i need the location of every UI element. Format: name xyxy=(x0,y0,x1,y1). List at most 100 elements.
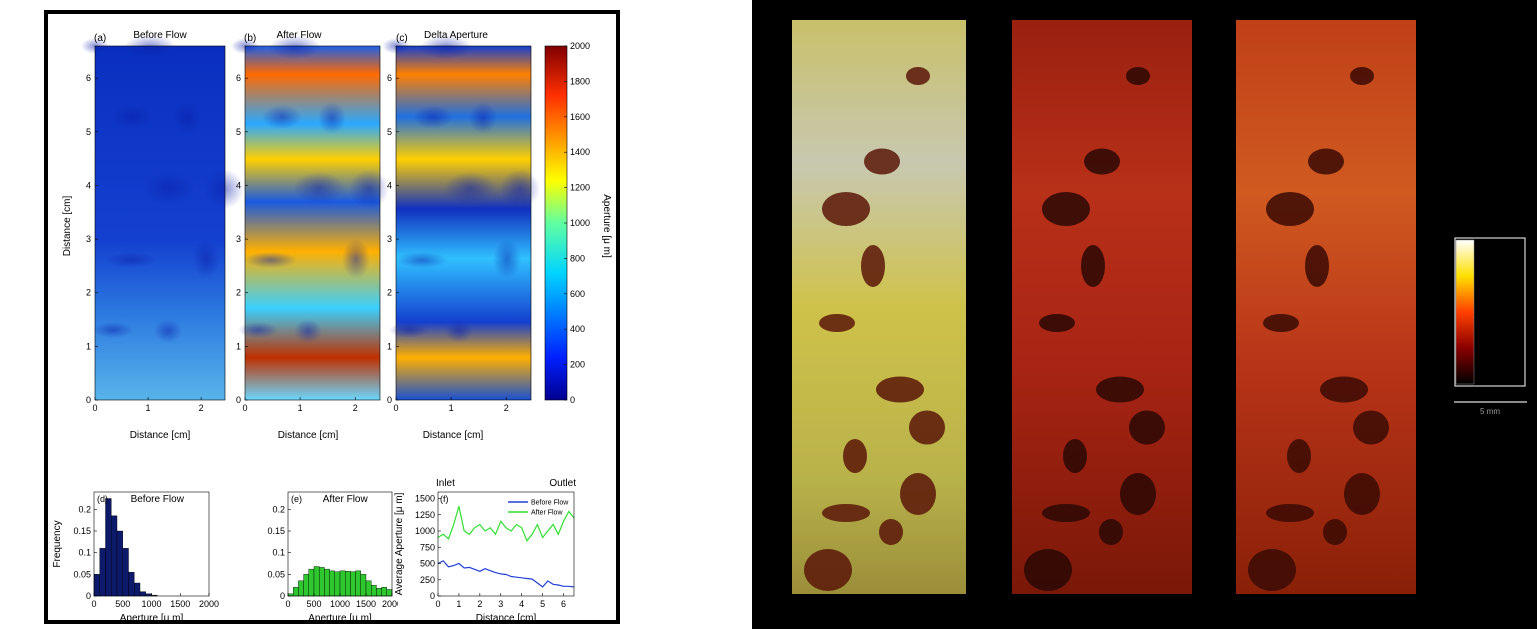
hist-e-bar xyxy=(350,571,356,597)
map-colorbar-tick-label: 800 xyxy=(570,253,585,263)
map-c-ytick-label: 5 xyxy=(387,127,392,137)
hist-e-bar xyxy=(370,584,377,597)
hist-e-bar xyxy=(339,570,346,597)
line-f-inlet-label: Inlet xyxy=(436,478,455,489)
slab-2-dark-patch xyxy=(1063,439,1087,473)
slab-2 xyxy=(1012,20,1192,594)
slab-1-dark-patch xyxy=(900,473,936,515)
hist-e-bar xyxy=(298,580,304,597)
line-f-xtick-label: 3 xyxy=(498,599,503,609)
map-c-xtick-label: 1 xyxy=(449,403,454,413)
slab-3-dark-patch xyxy=(1287,439,1311,473)
map-c-texture xyxy=(500,169,540,209)
map-a-texture xyxy=(204,169,244,209)
hist-e-xtick-label: 1000 xyxy=(330,599,350,609)
hist-d-bar xyxy=(145,593,152,597)
hist-e-bar xyxy=(329,570,335,597)
map-y-axis-label: Distance [cm] xyxy=(62,195,73,256)
map-c-tag: (c) xyxy=(396,33,408,44)
hist-e-ytick-label: 0.05 xyxy=(267,569,285,579)
map-c-image xyxy=(396,46,531,400)
hist-e-bar xyxy=(318,567,325,597)
slab-1 xyxy=(792,20,966,594)
aperture-3d-renderings: 981um 736 um 490 um 245 um 0 um 5 mm xyxy=(752,0,1537,629)
line-f-ytick-label: 250 xyxy=(420,575,435,585)
map-c-xtick-label: 2 xyxy=(504,403,509,413)
map-b-texture xyxy=(269,35,321,59)
slab-1-dark-patch xyxy=(861,245,885,287)
map-c-texture xyxy=(413,105,453,129)
map-a-title: Before Flow xyxy=(133,30,187,41)
line-f-ytick-label: 500 xyxy=(420,559,435,569)
hist-e-bar xyxy=(292,587,299,597)
line-f-xtick-label: 0 xyxy=(435,599,440,609)
map-a-tag: (a) xyxy=(94,33,106,44)
line-f-xtick-label: 6 xyxy=(561,599,566,609)
hist-d-bar xyxy=(122,548,129,597)
histogram-after-flow: 0 0.05 0.1 0.15 0.2 0 500 1000 1500 2000 (e) After … xyxy=(267,491,398,620)
hist-d-xtick-label: 500 xyxy=(115,599,130,609)
line-f-legend-label: After Flow xyxy=(531,510,563,517)
histogram-before-flow: 0 0.05 0.1 0.15 0.2 0 500 1000 1500 2000 (d) Before… xyxy=(52,491,219,620)
slab-3-dark-patch xyxy=(1266,192,1314,226)
slab-3-dark-patch xyxy=(1248,549,1296,591)
map-b-texture xyxy=(342,239,370,279)
map-a-x-axis-label: Distance [cm] xyxy=(130,430,191,441)
map-a-ytick-label: 5 xyxy=(86,127,91,137)
map-c-ytick-label: 0 xyxy=(387,395,392,405)
map-a-texture xyxy=(143,172,195,204)
map-c-texture xyxy=(389,322,429,338)
map-a-xtick-label: 1 xyxy=(146,403,151,413)
map-a-texture xyxy=(192,239,220,279)
hist-e-bar xyxy=(308,568,315,597)
slab-3-dark-patch xyxy=(1305,245,1329,287)
hist-d-bar xyxy=(139,591,146,597)
slab-3-dark-patch xyxy=(1263,314,1299,332)
slab-2-dark-patch xyxy=(1084,148,1120,175)
map-c-texture xyxy=(469,102,497,134)
map-colorbar-tick-label: 1800 xyxy=(570,76,590,86)
slab-1-dark-patch xyxy=(909,410,945,445)
slab-2-dark-patch xyxy=(1120,473,1156,515)
map-b-ytick-label: 4 xyxy=(236,180,241,190)
map-a-ytick-label: 1 xyxy=(86,341,91,351)
map-a-texture xyxy=(154,319,182,343)
hist-e-xtick-label: 0 xyxy=(285,599,290,609)
map-b-xtick-label: 1 xyxy=(298,403,303,413)
map-b-xtick-label: 0 xyxy=(242,403,247,413)
slab-2-dark-patch xyxy=(1042,504,1090,522)
hist-d-bar xyxy=(134,582,141,597)
map-a-ytick-label: 6 xyxy=(86,73,91,83)
slab-2-dark-patch xyxy=(1039,314,1075,332)
slab-2-dark-patch xyxy=(1042,192,1090,226)
map-colorbar-tick-label: 600 xyxy=(570,289,585,299)
slab-3-dark-patch xyxy=(1323,519,1347,545)
line-f-legend-label: Before Flow xyxy=(531,500,569,507)
map-colorbar-tick-label: 1200 xyxy=(570,183,590,193)
map-a-image xyxy=(95,46,225,400)
line-f-ytick-label: 1000 xyxy=(415,526,435,536)
map-b-ytick-label: 3 xyxy=(236,234,241,244)
rendering-colorbar xyxy=(1455,239,1475,385)
map-a-texture xyxy=(112,105,152,129)
line-f-outlet-label: Outlet xyxy=(549,478,576,489)
map-b-title: After Flow xyxy=(276,30,322,41)
map-a-xtick-label: 0 xyxy=(92,403,97,413)
hist-d-bar xyxy=(128,571,135,597)
line-f-xtick-label: 2 xyxy=(477,599,482,609)
slab-2-dark-patch xyxy=(1129,410,1165,445)
line-f-ylabel: Average Aperture [μ m] xyxy=(394,492,405,595)
hist-e-bar xyxy=(381,587,388,597)
hist-d-ytick-label: 0.15 xyxy=(73,526,91,536)
map-a-ytick-label: 2 xyxy=(86,288,91,298)
hist-d-xtick-label: 0 xyxy=(91,599,96,609)
map-b-ytick-label: 5 xyxy=(236,127,241,137)
hist-d-ytick-label: 0 xyxy=(86,591,91,601)
hist-e-bar xyxy=(365,580,372,597)
map-colorbar-tick-label: 1000 xyxy=(570,218,590,228)
hist-d-bar xyxy=(116,530,123,597)
slab-3-dark-patch xyxy=(1353,410,1389,445)
map-b-ytick-label: 2 xyxy=(236,288,241,298)
map-c-ytick-label: 3 xyxy=(387,234,392,244)
hist-e-bar xyxy=(287,593,294,597)
